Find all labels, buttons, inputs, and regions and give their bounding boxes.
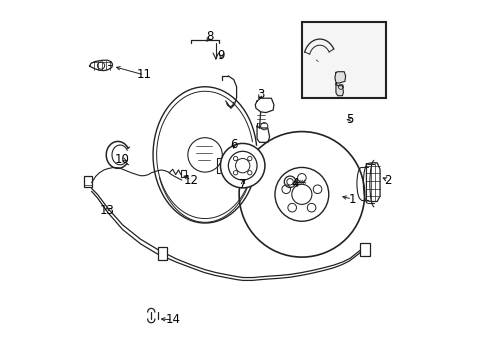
Bar xyxy=(83,176,92,187)
Text: 12: 12 xyxy=(183,174,199,186)
Text: 3: 3 xyxy=(256,88,264,101)
Polygon shape xyxy=(257,126,269,142)
Text: 2: 2 xyxy=(384,174,391,186)
Text: 13: 13 xyxy=(99,204,114,217)
Text: 11: 11 xyxy=(136,68,151,81)
Text: 14: 14 xyxy=(165,313,180,327)
Polygon shape xyxy=(366,163,379,202)
Polygon shape xyxy=(335,84,343,96)
Text: 9: 9 xyxy=(217,49,224,62)
Bar xyxy=(301,22,386,98)
Text: 10: 10 xyxy=(115,153,130,166)
Text: 6: 6 xyxy=(229,138,237,150)
Bar xyxy=(359,243,369,256)
Polygon shape xyxy=(255,98,273,113)
Text: 5: 5 xyxy=(346,113,353,126)
Bar xyxy=(180,170,186,177)
Polygon shape xyxy=(89,60,112,71)
Text: 1: 1 xyxy=(347,193,355,206)
Polygon shape xyxy=(334,72,345,83)
Bar xyxy=(158,247,167,260)
Circle shape xyxy=(220,143,264,188)
Circle shape xyxy=(239,132,364,257)
Text: 4: 4 xyxy=(291,177,299,190)
Text: 7: 7 xyxy=(239,178,246,191)
Text: 8: 8 xyxy=(205,30,213,43)
